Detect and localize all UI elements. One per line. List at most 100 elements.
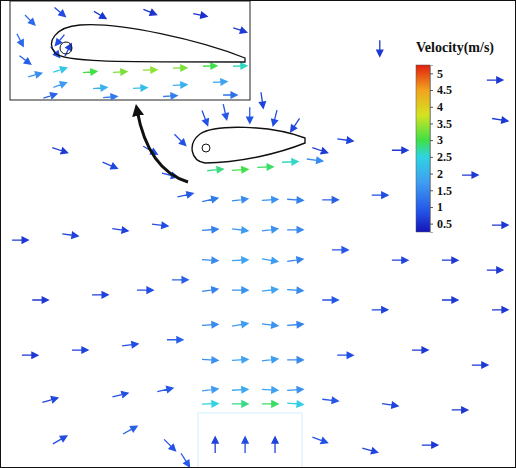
velocity-arrow [167, 337, 183, 343]
velocity-arrow [232, 166, 248, 173]
velocity-arrow [14, 32, 26, 47]
velocity-arrow [322, 297, 338, 303]
velocity-arrow [332, 247, 348, 253]
velocity-arrow [42, 395, 59, 405]
velocity-arrow [207, 166, 224, 174]
colorbar-tick: 4.5 [430, 83, 452, 97]
inset-body [52, 25, 245, 62]
velocity-arrow [83, 68, 98, 75]
velocity-arrow [487, 77, 503, 83]
velocity-arrow [412, 347, 428, 353]
colorbar [416, 65, 430, 232]
velocity-arrow [257, 164, 273, 171]
colorbar-tick-label: 5 [437, 67, 443, 81]
velocity-arrow [287, 256, 304, 264]
velocity-arrow [137, 287, 153, 293]
velocity-arrow [43, 91, 58, 100]
velocity-arrow [287, 196, 303, 203]
colorbar-tick-label: 1 [437, 200, 443, 214]
velocity-arrow [261, 256, 278, 265]
velocity-arrow [492, 222, 508, 228]
velocity-arrow [18, 53, 33, 66]
velocity-arrow [287, 400, 303, 407]
velocity-arrow [213, 79, 227, 86]
colorbar-tick: 2 [430, 167, 443, 181]
velocity-arrow [202, 257, 218, 264]
velocity-arrow [173, 82, 187, 89]
upper-body [192, 127, 305, 163]
velocity-arrow [452, 407, 468, 413]
velocity-arrow [133, 85, 147, 92]
velocity-arrow [232, 401, 248, 407]
velocity-arrow [287, 386, 303, 393]
velocity-arrow [287, 227, 303, 233]
colorbar-tick-mark [430, 224, 433, 225]
colorbar-tick-mark [430, 207, 433, 208]
velocity-arrow [172, 132, 188, 148]
velocity-arrow [202, 195, 219, 204]
velocity-arrow [442, 257, 458, 263]
velocity-arrow [52, 80, 67, 91]
velocity-arrow [372, 307, 388, 313]
velocity-arrow [173, 65, 187, 71]
velocity-arrow [220, 103, 229, 120]
velocity-arrow [212, 437, 218, 453]
velocity-arrow [487, 267, 503, 273]
velocity-arrow [232, 386, 248, 393]
velocity-arrow [322, 197, 338, 203]
colorbar-tick-mark [430, 73, 433, 74]
velocity-arrow [162, 437, 178, 453]
velocity-arrow [112, 226, 129, 234]
velocity-arrow [372, 192, 388, 198]
velocity-arrow [22, 352, 38, 358]
velocity-arrow [382, 401, 399, 409]
velocity-arrow [177, 190, 194, 199]
velocity-arrow [93, 84, 108, 91]
colorbar-tick-label: 3 [437, 133, 443, 147]
velocity-arrow [202, 356, 218, 363]
colorbar-tick: 3.5 [430, 117, 452, 131]
inset-vortex [60, 42, 72, 54]
velocity-arrow [202, 401, 218, 408]
velocity-arrow [223, 92, 237, 98]
colorbar-tick-mark [430, 107, 433, 108]
velocity-arrow [288, 117, 302, 134]
velocity-arrow [262, 356, 279, 364]
colorbar-tick-label: 1.5 [437, 184, 452, 198]
velocity-arrow [247, 107, 253, 123]
colorbar-tick-label: 4.5 [437, 83, 452, 97]
velocity-arrow [202, 286, 219, 294]
velocity-arrow [157, 385, 174, 394]
velocity-arrow [337, 136, 354, 144]
velocity-arrow [113, 69, 127, 76]
colorbar-tick: 5 [430, 67, 443, 81]
plot-frame [1, 1, 516, 468]
colorbar-tick: 2.5 [430, 150, 452, 164]
colorbar-tick-label: 4 [437, 100, 443, 114]
velocity-arrow [163, 93, 177, 100]
velocity-arrow [287, 321, 303, 328]
colorbar-tick: 1 [430, 200, 443, 214]
velocity-arrow [262, 321, 279, 329]
velocity-arrow [232, 226, 249, 234]
colorbar-tick-mark [430, 174, 433, 175]
velocity-arrow [232, 196, 249, 204]
velocity-arrow [51, 433, 68, 446]
velocity-arrow [311, 145, 328, 156]
velocity-arrow [232, 257, 248, 264]
velocity-arrow [72, 347, 88, 353]
velocity-arrow [258, 92, 266, 109]
velocity-arrow [472, 362, 488, 368]
velocity-arrow [392, 147, 408, 153]
velocity-arrow [492, 116, 509, 125]
velocity-arrow [232, 356, 248, 363]
velocity-arrow [232, 320, 249, 329]
velocity-arrow [122, 424, 139, 437]
velocity-arrow [242, 437, 248, 453]
velocity-arrow [442, 297, 458, 303]
colorbar-title: Velocity(m/s) [416, 40, 494, 56]
velocity-arrow [202, 386, 219, 394]
colorbar-tick-mark [430, 190, 433, 191]
velocity-arrow [262, 286, 279, 294]
velocity-arrow [262, 401, 278, 407]
